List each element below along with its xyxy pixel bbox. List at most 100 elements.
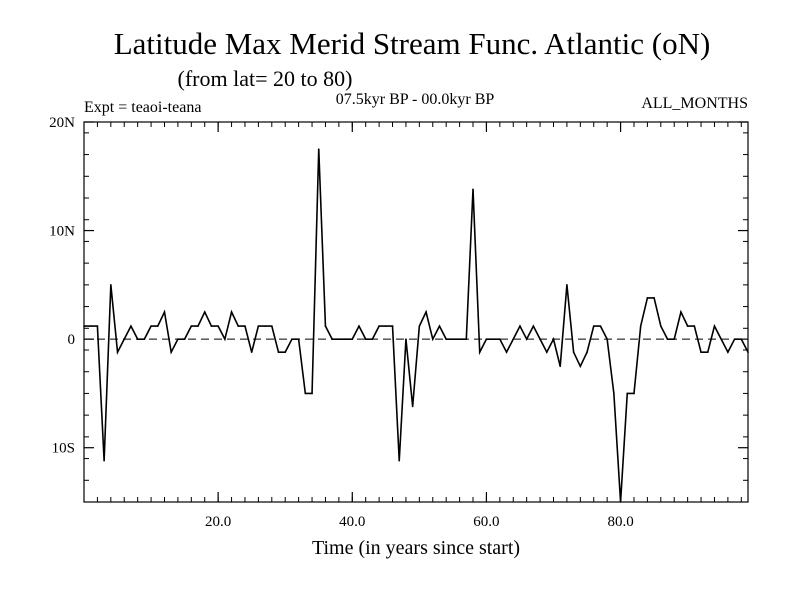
data-point xyxy=(512,338,515,340)
data-point xyxy=(170,351,172,353)
plot-frame xyxy=(83,121,749,503)
data-point xyxy=(633,392,635,395)
data-point xyxy=(130,325,132,327)
data-point xyxy=(572,351,575,353)
data-point xyxy=(545,351,548,353)
data-point xyxy=(358,325,360,327)
data-point xyxy=(203,311,206,313)
data-point xyxy=(653,297,655,299)
data-point xyxy=(438,325,441,327)
data-point xyxy=(250,351,253,353)
data-point xyxy=(525,338,528,340)
data-point xyxy=(110,284,112,286)
data-point xyxy=(613,392,615,395)
series-points xyxy=(83,148,749,503)
data-point xyxy=(740,338,743,340)
data-point xyxy=(579,365,582,368)
data-point xyxy=(478,351,481,353)
data-point xyxy=(230,311,233,313)
data-point xyxy=(224,338,226,340)
data-point xyxy=(405,338,407,340)
data-point xyxy=(713,325,716,327)
x-tick-label: 60.0 xyxy=(473,514,499,530)
data-point xyxy=(89,325,92,327)
data-point xyxy=(592,325,595,327)
data-point xyxy=(123,338,126,340)
minor-ticks xyxy=(83,122,748,503)
chart-titles: Latitude Max Merid Stream Func. Atlantic… xyxy=(84,26,748,116)
data-point xyxy=(458,338,461,340)
data-point xyxy=(485,338,488,340)
data-point xyxy=(391,325,394,327)
data-point xyxy=(83,325,85,327)
data-point xyxy=(244,325,246,327)
x-axis-label: Time (in years since start) xyxy=(312,537,520,559)
data-point xyxy=(418,325,421,327)
data-point xyxy=(680,311,682,313)
y-tick-label: 10S xyxy=(52,441,75,457)
data-point xyxy=(116,351,119,353)
data-point xyxy=(492,338,494,340)
data-point xyxy=(700,351,702,353)
data-point xyxy=(472,188,474,191)
data-point xyxy=(277,351,280,353)
data-point xyxy=(666,338,669,340)
data-point xyxy=(338,338,340,340)
data-point xyxy=(586,351,588,353)
data-point xyxy=(532,325,535,327)
data-point xyxy=(639,325,642,327)
data-point xyxy=(237,325,240,327)
data-point xyxy=(96,325,99,327)
data-point xyxy=(733,338,736,340)
data-point xyxy=(566,284,568,286)
data-point xyxy=(210,325,213,327)
data-point xyxy=(190,325,193,327)
data-point xyxy=(727,351,729,353)
data-point xyxy=(452,338,454,340)
data-point xyxy=(317,148,320,150)
data-point xyxy=(539,338,541,340)
data-point xyxy=(599,325,602,327)
months-label: ALL_MONTHS xyxy=(641,95,748,112)
data-point xyxy=(673,338,676,340)
experiment-label: Expt = teaoi-teana xyxy=(84,99,201,116)
chart-title: Latitude Max Merid Stream Func. Atlantic… xyxy=(114,26,711,61)
data-point xyxy=(331,338,333,340)
y-axis: 20N 10N 0 10S xyxy=(49,115,748,457)
data-point xyxy=(291,338,293,340)
data-point xyxy=(150,325,152,327)
x-axis: 20.0 40.0 60.0 80.0 xyxy=(205,122,634,530)
y-tick-label: 20N xyxy=(49,115,75,131)
data-point xyxy=(177,338,179,340)
data-point xyxy=(445,338,447,340)
data-point xyxy=(297,338,300,340)
data-point xyxy=(385,325,387,327)
data-point xyxy=(706,351,709,353)
data-point xyxy=(264,325,266,327)
data-point xyxy=(371,338,374,340)
data-point xyxy=(646,297,649,299)
data-point xyxy=(693,325,696,327)
data-point xyxy=(257,325,260,327)
x-tick-label: 40.0 xyxy=(339,514,365,530)
data-point xyxy=(284,351,287,353)
data-point xyxy=(519,325,521,327)
data-point xyxy=(398,459,401,462)
data-point xyxy=(747,351,749,353)
data-point xyxy=(425,311,427,313)
data-point xyxy=(431,338,434,340)
data-point xyxy=(364,338,367,340)
x-tick-label: 80.0 xyxy=(607,514,633,530)
chart-subtitle: (from lat= 20 to 80) xyxy=(178,66,353,91)
time-range-label: 07.5kyr BP - 00.0kyr BP xyxy=(336,91,495,108)
data-point xyxy=(270,325,273,327)
data-point xyxy=(103,459,105,462)
data-point xyxy=(324,325,327,327)
data-point xyxy=(720,338,722,340)
data-point xyxy=(344,338,347,340)
data-point xyxy=(143,338,146,340)
data-point xyxy=(197,325,199,327)
series-line xyxy=(84,149,749,503)
data-point xyxy=(217,325,219,327)
